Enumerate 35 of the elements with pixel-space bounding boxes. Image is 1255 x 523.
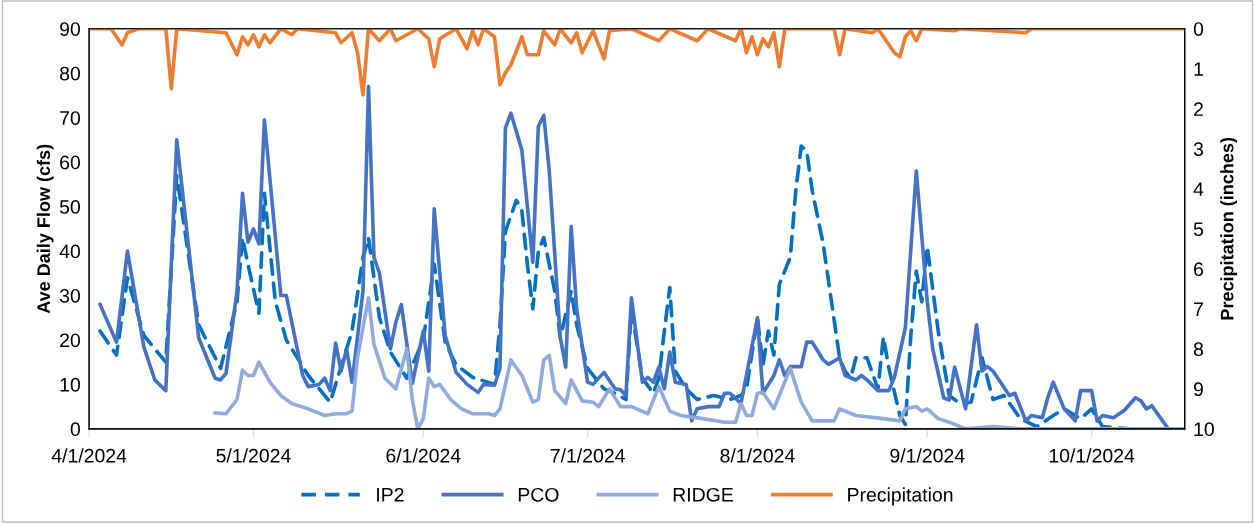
y2-tick-label: 4 [1193, 182, 1204, 196]
x-tick-label: 8/1/2024 [720, 448, 795, 463]
y-tick-label: 50 [59, 200, 81, 214]
y-tick-label: 90 [60, 22, 81, 36]
y2-tick-label: 9 [1193, 382, 1203, 397]
y-tick-label: 30 [59, 288, 81, 303]
y2-tick-label: 5 [1193, 222, 1204, 237]
y-tick-label: 0 [70, 422, 81, 437]
x-tick-label: 9/1/2024 [890, 448, 965, 463]
y2-tick-label: 1 [1194, 62, 1203, 76]
legend-label: IP2 [377, 487, 404, 502]
y-tick-label: 10 [60, 377, 81, 392]
y2-tick-label: 8 [1193, 342, 1204, 357]
y2-tick-label: 3 [1193, 142, 1204, 157]
x-tick-label: 6/1/2024 [386, 448, 461, 463]
x-tick-label: 5/1/2024 [216, 448, 291, 463]
y2-axis-title: Precipitation (inches) [1220, 137, 1238, 320]
y2-tick-label: 0 [1193, 22, 1204, 36]
y2-tick-label: 7 [1194, 302, 1203, 316]
x-tick-label: 10/1/2024 [1049, 448, 1135, 463]
y2-tick-label: 6 [1194, 262, 1204, 277]
x-tick-label: 4/1/2024 [51, 448, 127, 463]
legend-label: RIDGE [673, 487, 733, 502]
line-series [213, 295, 1185, 429]
y-tick-label: 70 [60, 111, 81, 125]
y-tick-label: 60 [60, 155, 81, 170]
y-tick-label: 20 [60, 333, 81, 348]
y2-tick-label: 10 [1194, 422, 1214, 437]
legend-label: Precipitation [848, 487, 953, 506]
y2-tick-label: 2 [1194, 102, 1203, 116]
legend-label: PCO [518, 487, 559, 502]
y-tick-label: 80 [59, 66, 81, 81]
x-tick-label: 7/1/2024 [550, 448, 625, 463]
y-axis-title: Ave Daily Flow (cfs) [36, 144, 54, 314]
y-tick-label: 40 [59, 244, 81, 259]
